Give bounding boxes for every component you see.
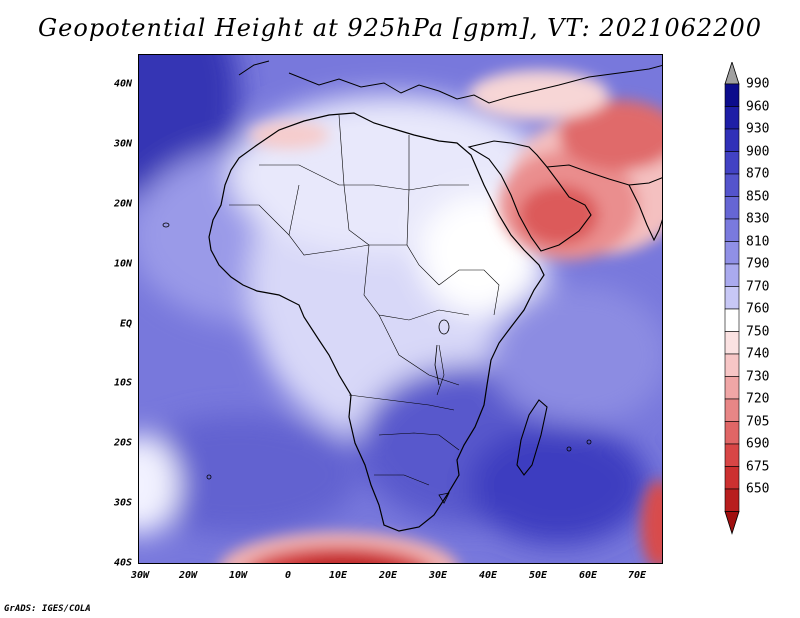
colorbar-label: 960 (746, 99, 770, 114)
colorbar-cell (724, 241, 740, 265)
colorbar-cell (724, 376, 740, 400)
india-coastline (628, 184, 662, 242)
colorbar-arrow-top (724, 62, 740, 85)
colorbar-cell (724, 443, 740, 467)
colorbar-cell (724, 83, 740, 107)
colorbar-cell (724, 106, 740, 130)
lat-label-20s: 20S (113, 437, 132, 449)
low-se-corner (641, 480, 662, 563)
colorbar-label: 750 (746, 324, 770, 339)
colorbar-cell (724, 151, 740, 175)
lon-label-10w: 10W (228, 570, 248, 581)
africa-coastline (208, 112, 545, 532)
colorbar-label: 740 (746, 346, 770, 362)
contour-field (139, 55, 662, 563)
country-borders (229, 114, 500, 486)
madagascar-coastline (516, 399, 548, 476)
colorbar-cell (724, 128, 740, 152)
colorbar-cell (724, 398, 740, 422)
lat-label-eq: EQ (119, 318, 132, 330)
lat-label-10n: 10N (113, 258, 132, 270)
lon-label-70e: 70E (627, 570, 647, 581)
heat-low-arabia (519, 185, 599, 245)
colorbar-label: 990 (746, 76, 770, 92)
colorbar-label: 830 (746, 211, 770, 227)
colorbar-label: 810 (746, 234, 770, 249)
lon-label-60e: 60E (578, 570, 598, 581)
lat-label-30n: 30N (113, 138, 132, 150)
map-panel (138, 54, 663, 564)
lat-label-40s: 40S (113, 557, 132, 569)
colorbar-cell (724, 196, 740, 220)
lat-label-20n: 20N (113, 198, 132, 210)
lat-label-30s: 30S (113, 497, 132, 509)
lon-label-40e: 40E (478, 570, 498, 581)
lon-label-30e: 30E (428, 570, 448, 581)
lon-label-20w: 20W (178, 570, 198, 581)
colorbar-cell (724, 353, 740, 377)
colorbar-cell (724, 308, 740, 332)
lon-label-10e: 10E (328, 570, 348, 581)
colorbar-arrow-bottom (724, 511, 740, 535)
lat-label-40n: 40N (113, 78, 132, 90)
iran-coastline (546, 164, 662, 186)
colorbar-label: 760 (746, 301, 770, 317)
colorbar-cell (724, 173, 740, 197)
colorbar-cell (724, 421, 740, 445)
colorbar-label: 720 (746, 391, 770, 407)
colorbar-label: 675 (746, 459, 770, 474)
lat-label-10s: 10S (113, 377, 132, 389)
lon-label-0: 0 (284, 570, 292, 581)
colorbar-label: 650 (746, 481, 770, 497)
grads-credit: GrADS: IGES/COLA (4, 604, 91, 614)
lon-label-50e: 50E (528, 570, 548, 581)
colorbar-label: 705 (746, 414, 770, 429)
colorbar-label: 930 (746, 121, 770, 137)
colorbar-cell (724, 286, 740, 310)
colorbar-cell (724, 488, 740, 512)
colorbar-label: 690 (746, 436, 770, 452)
colorbar-cell (724, 218, 740, 242)
colorbar-label: 900 (746, 144, 770, 159)
colorbar-cell (724, 466, 740, 490)
colorbar-label: 850 (746, 189, 770, 204)
low-south-atlantic (306, 559, 382, 563)
colorbar-cell (724, 263, 740, 287)
arabia-coastline (467, 140, 592, 252)
colorbar-label: 730 (746, 369, 770, 384)
colorbar-label: 770 (746, 279, 770, 294)
map-title: Geopotential Height at 925hPa [gpm], VT:… (38, 14, 762, 42)
high-sw-indian (469, 425, 649, 545)
colorbar-cell (724, 331, 740, 355)
europe-coastline (238, 60, 662, 104)
colorbar-label: 790 (746, 256, 770, 272)
lon-label-20e: 20E (378, 570, 398, 581)
colorbar (724, 62, 740, 535)
lon-label-30w: 30W (130, 570, 150, 581)
colorbar-label: 870 (746, 166, 770, 182)
lakes-islands (162, 222, 592, 504)
